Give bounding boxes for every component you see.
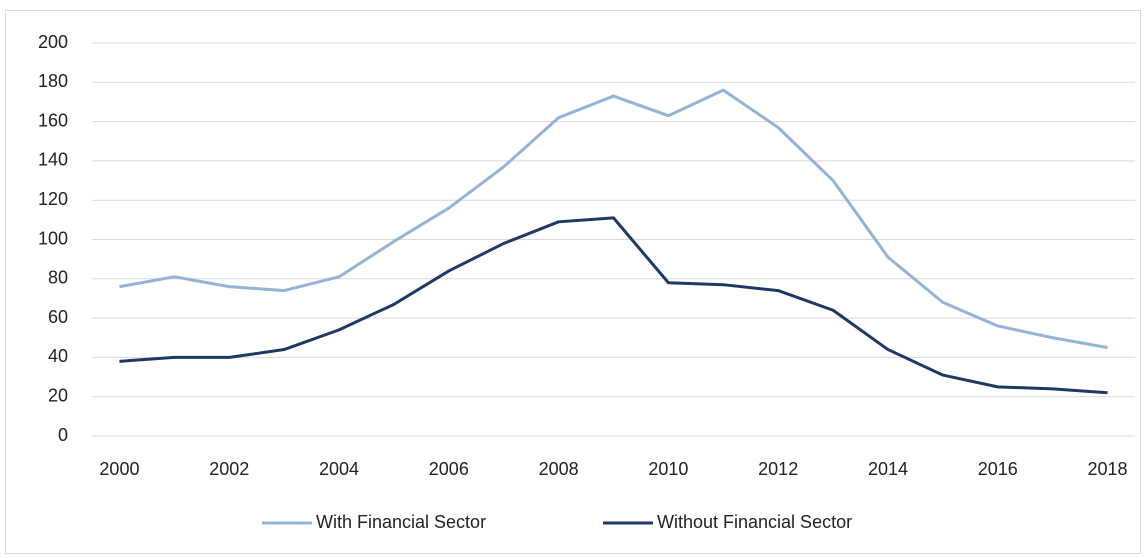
y-tick-label: 160 bbox=[38, 110, 68, 130]
y-tick-label: 0 bbox=[58, 425, 68, 445]
x-tick-label: 2012 bbox=[758, 459, 798, 479]
x-tick-label: 2006 bbox=[429, 459, 469, 479]
x-tick-label: 2000 bbox=[99, 459, 139, 479]
y-tick-label: 120 bbox=[38, 189, 68, 209]
y-tick-label: 100 bbox=[38, 228, 68, 248]
y-tick-label: 140 bbox=[38, 150, 68, 170]
x-tick-label: 2002 bbox=[209, 459, 249, 479]
y-tick-label: 80 bbox=[48, 268, 68, 288]
x-tick-label: 2014 bbox=[868, 459, 908, 479]
series-line bbox=[119, 88, 1108, 350]
x-tick-label: 2010 bbox=[648, 459, 688, 479]
x-tick-label: 2016 bbox=[978, 459, 1018, 479]
chart-border bbox=[5, 10, 1141, 554]
y-tick-label: 40 bbox=[48, 346, 68, 366]
legend-label: With Financial Sector bbox=[316, 512, 486, 532]
x-tick-label: 2004 bbox=[319, 459, 359, 479]
x-tick-label: 2008 bbox=[539, 459, 579, 479]
series-line bbox=[119, 216, 1108, 395]
x-tick-label: 2018 bbox=[1088, 459, 1128, 479]
y-tick-label: 200 bbox=[38, 32, 68, 52]
y-tick-label: 180 bbox=[38, 71, 68, 91]
legend-label: Without Financial Sector bbox=[657, 512, 852, 532]
y-tick-label: 60 bbox=[48, 307, 68, 327]
y-tick-label: 20 bbox=[48, 385, 68, 405]
